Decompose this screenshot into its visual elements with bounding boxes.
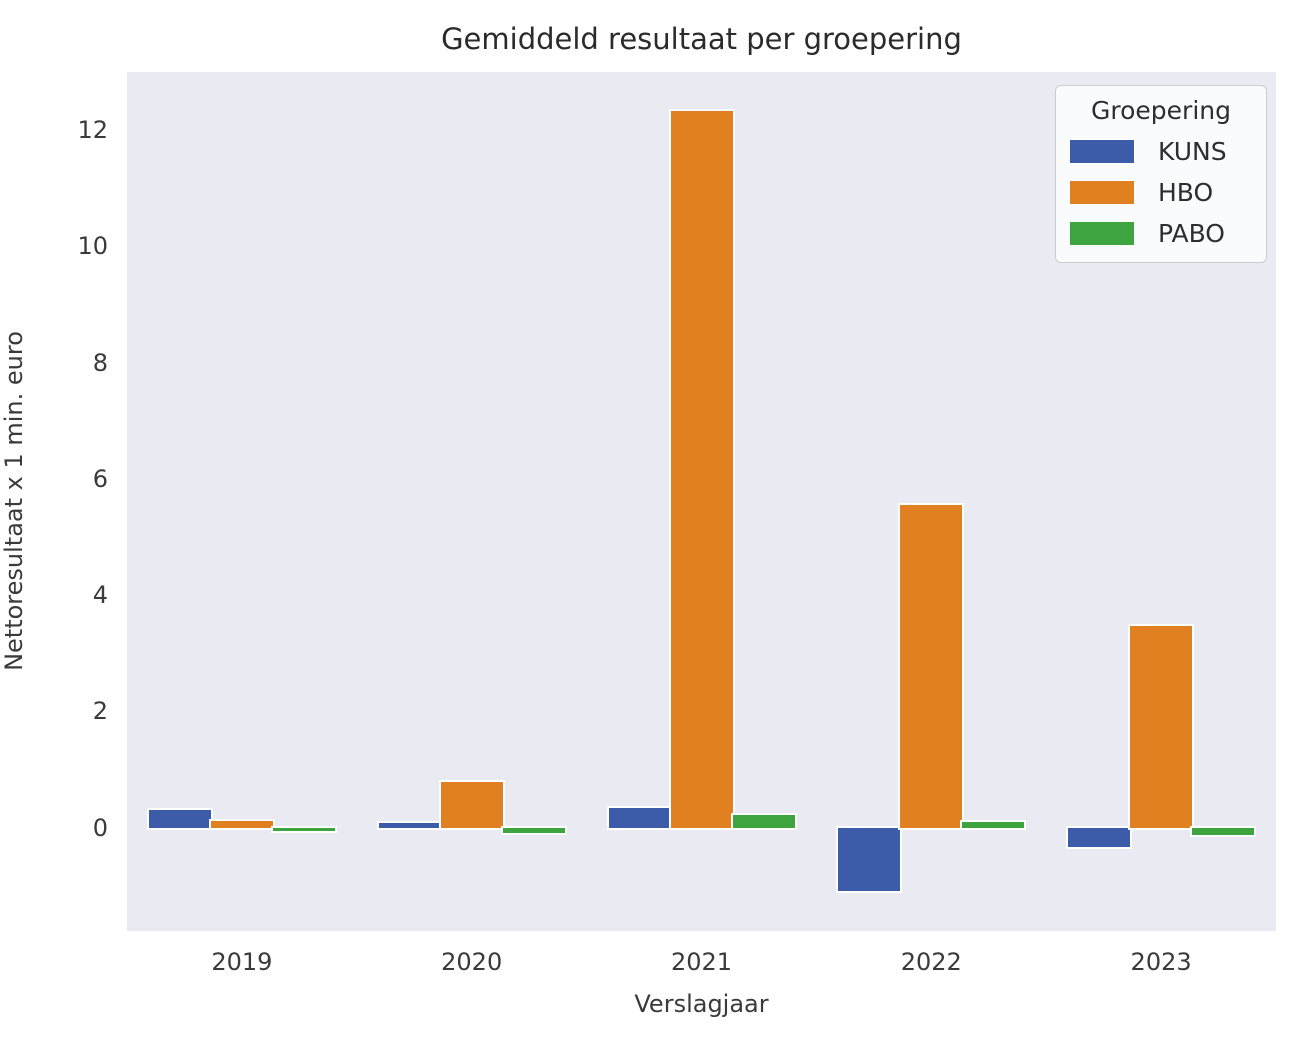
bar-2020-HBO xyxy=(440,782,503,828)
legend-items: KUNS HBO PABO xyxy=(1070,137,1252,248)
legend-title: Groepering xyxy=(1091,96,1231,125)
bar-2019-HBO xyxy=(210,820,273,828)
legend-label: PABO xyxy=(1158,219,1225,248)
bar-2021-PABO xyxy=(732,814,795,828)
bar-2023-KUNS xyxy=(1068,827,1131,847)
legend-swatch-icon xyxy=(1070,140,1134,163)
bar-2023-PABO xyxy=(1192,827,1255,835)
y-tick-label: 8 xyxy=(92,348,108,377)
legend-swatch-icon xyxy=(1070,222,1134,245)
bar-2022-KUNS xyxy=(838,827,901,892)
bar-2022-PABO xyxy=(962,821,1025,828)
bar-2022-HBO xyxy=(900,504,963,828)
y-tick-label: 6 xyxy=(92,464,108,493)
legend-row-kuns: KUNS xyxy=(1070,137,1252,166)
y-axis-label: Nettoresultaat x 1 min. euro xyxy=(0,331,28,671)
x-tick-label: 2020 xyxy=(441,948,503,976)
y-tick-label: 4 xyxy=(92,581,108,610)
x-tick-label: 2021 xyxy=(670,948,733,976)
legend: Groepering KUNS HBO PABO xyxy=(1055,85,1267,263)
y-tick-label: 0 xyxy=(92,813,108,842)
y-tick-label: 12 xyxy=(77,116,108,145)
chart-title: Gemiddeld resultaat per groepering xyxy=(441,22,962,56)
legend-label: HBO xyxy=(1158,178,1214,207)
legend-label: KUNS xyxy=(1158,137,1227,166)
bar-2020-KUNS xyxy=(378,823,441,828)
bar-2020-PABO xyxy=(502,827,565,834)
bar-2023-HBO xyxy=(1130,625,1193,828)
bar-2021-HBO xyxy=(670,110,733,828)
legend-row-hbo: HBO xyxy=(1070,178,1252,207)
x-tick-label: 2019 xyxy=(211,948,273,976)
legend-row-pabo: PABO xyxy=(1070,219,1252,248)
bar-2021-KUNS xyxy=(608,808,671,828)
bar-2019-KUNS xyxy=(148,810,211,828)
y-tick-label: 10 xyxy=(77,232,108,261)
y-tick-label: 2 xyxy=(92,697,108,726)
x-tick-label: 2022 xyxy=(900,948,962,976)
x-axis-label: Verslagjaar xyxy=(634,990,769,1018)
bar-2019-PABO xyxy=(272,827,335,831)
x-tick-label: 2023 xyxy=(1130,948,1192,976)
legend-swatch-icon xyxy=(1070,181,1134,204)
